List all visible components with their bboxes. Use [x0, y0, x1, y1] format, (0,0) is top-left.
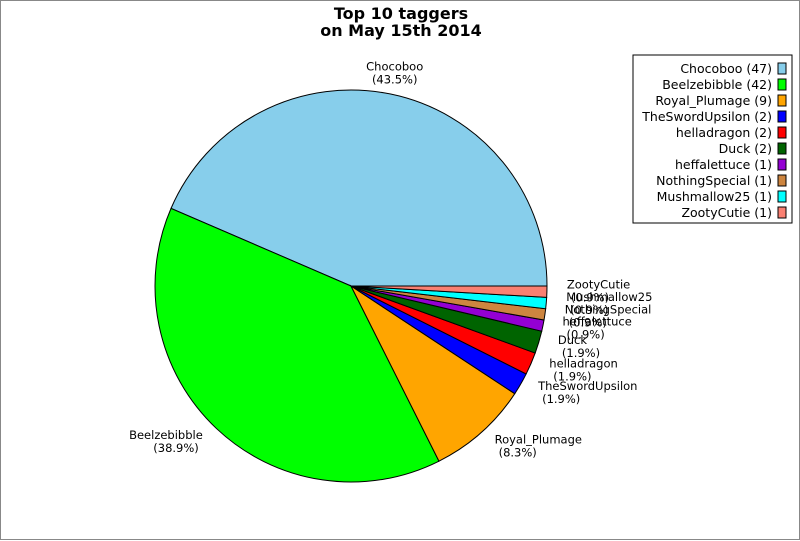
- slice-percent-mushmallow25: (0.9%): [570, 303, 608, 317]
- legend-entry-duck: Duck (2): [719, 141, 772, 156]
- slice-label-heffalettuce: heffalettuce: [563, 315, 632, 329]
- chart-title-line-2: on May 15th 2014: [320, 21, 482, 40]
- legend-entry-theswordupsilon: TheSwordUpsilon (2): [641, 109, 772, 124]
- legend-entry-chocoboo: Chocoboo (47): [680, 61, 772, 76]
- slice-percent-duck: (1.9%): [562, 346, 600, 360]
- slice-labels: Chocoboo(43.5%) Beelzebibble(38.9%) Royal_…: [129, 60, 652, 460]
- legend: Chocoboo (47)Beelzebibble (42)Royal_Plum…: [632, 54, 793, 224]
- legend-entry-nothingspecial: NothingSpecial (1): [656, 173, 772, 188]
- slice-percent-zootycutie: (0.9%): [571, 290, 609, 304]
- slice-label-zootycutie: ZootyCutie: [567, 277, 630, 291]
- legend-swatch-zootycutie: [777, 206, 787, 219]
- legend-swatch-chocoboo: [777, 62, 787, 75]
- legend-swatch-beelzebibble: [777, 78, 787, 91]
- slice-percent-heffalettuce: (0.9%): [567, 328, 605, 342]
- slice-percent-theswordupsilon: (1.9%): [542, 392, 580, 406]
- pie-slice-beelzebibble: [154, 207, 440, 483]
- slice-percent-chocoboo: (43.5%): [372, 73, 418, 87]
- pie-slice-chocoboo: [170, 89, 548, 287]
- legend-swatch-royal_plumage: [777, 94, 787, 107]
- pie-slice-royal_plumage: [349, 284, 516, 462]
- legend-entry-heffalettuce: heffalettuce (1): [675, 157, 772, 172]
- slice-percent-royal_plumage: (8.3%): [499, 445, 537, 459]
- legend-swatch-nothingspecial: [777, 174, 787, 187]
- slice-label-nothingspecial: NothingSpecial: [565, 302, 652, 316]
- slice-label-mushmallow25: Mushmallow25: [566, 290, 652, 304]
- legend-entry-beelzebibble: Beelzebibble (42): [662, 77, 772, 92]
- slice-label-chocoboo: Chocoboo: [366, 60, 423, 74]
- slice-label-royal_plumage: Royal_Plumage: [495, 432, 582, 446]
- legend-swatch-helladragon: [777, 126, 787, 139]
- pie-slice-zootycutie: [350, 285, 548, 298]
- legend-swatch-duck: [777, 142, 787, 155]
- slice-label-theswordupsilon: TheSwordUpsilon: [537, 379, 637, 393]
- slice-label-helladragon: helladragon: [549, 357, 618, 371]
- legend-swatch-theswordupsilon: [777, 110, 787, 123]
- legend-entry-mushmallow25: Mushmallow25 (1): [657, 189, 772, 204]
- legend-swatch-mushmallow25: [777, 190, 787, 203]
- legend-swatch-heffalettuce: [777, 158, 787, 171]
- pie-slices: [154, 89, 548, 483]
- legend-box: [632, 54, 793, 224]
- slice-percent-nothingspecial: (0.9%): [569, 315, 607, 329]
- legend-entry-zootycutie: ZootyCutie (1): [681, 205, 772, 220]
- legend-entry-royal_plumage: Royal_Plumage (9): [655, 93, 772, 108]
- slice-percent-beelzebibble: (38.9%): [153, 441, 199, 455]
- legend-entry-helladragon: helladragon (2): [676, 125, 772, 140]
- slice-label-beelzebibble: Beelzebibble: [129, 428, 203, 442]
- slice-label-duck: Duck: [558, 333, 587, 347]
- slice-percent-helladragon: (1.9%): [553, 370, 591, 384]
- chart-title-line-1: Top 10 taggers: [334, 4, 468, 23]
